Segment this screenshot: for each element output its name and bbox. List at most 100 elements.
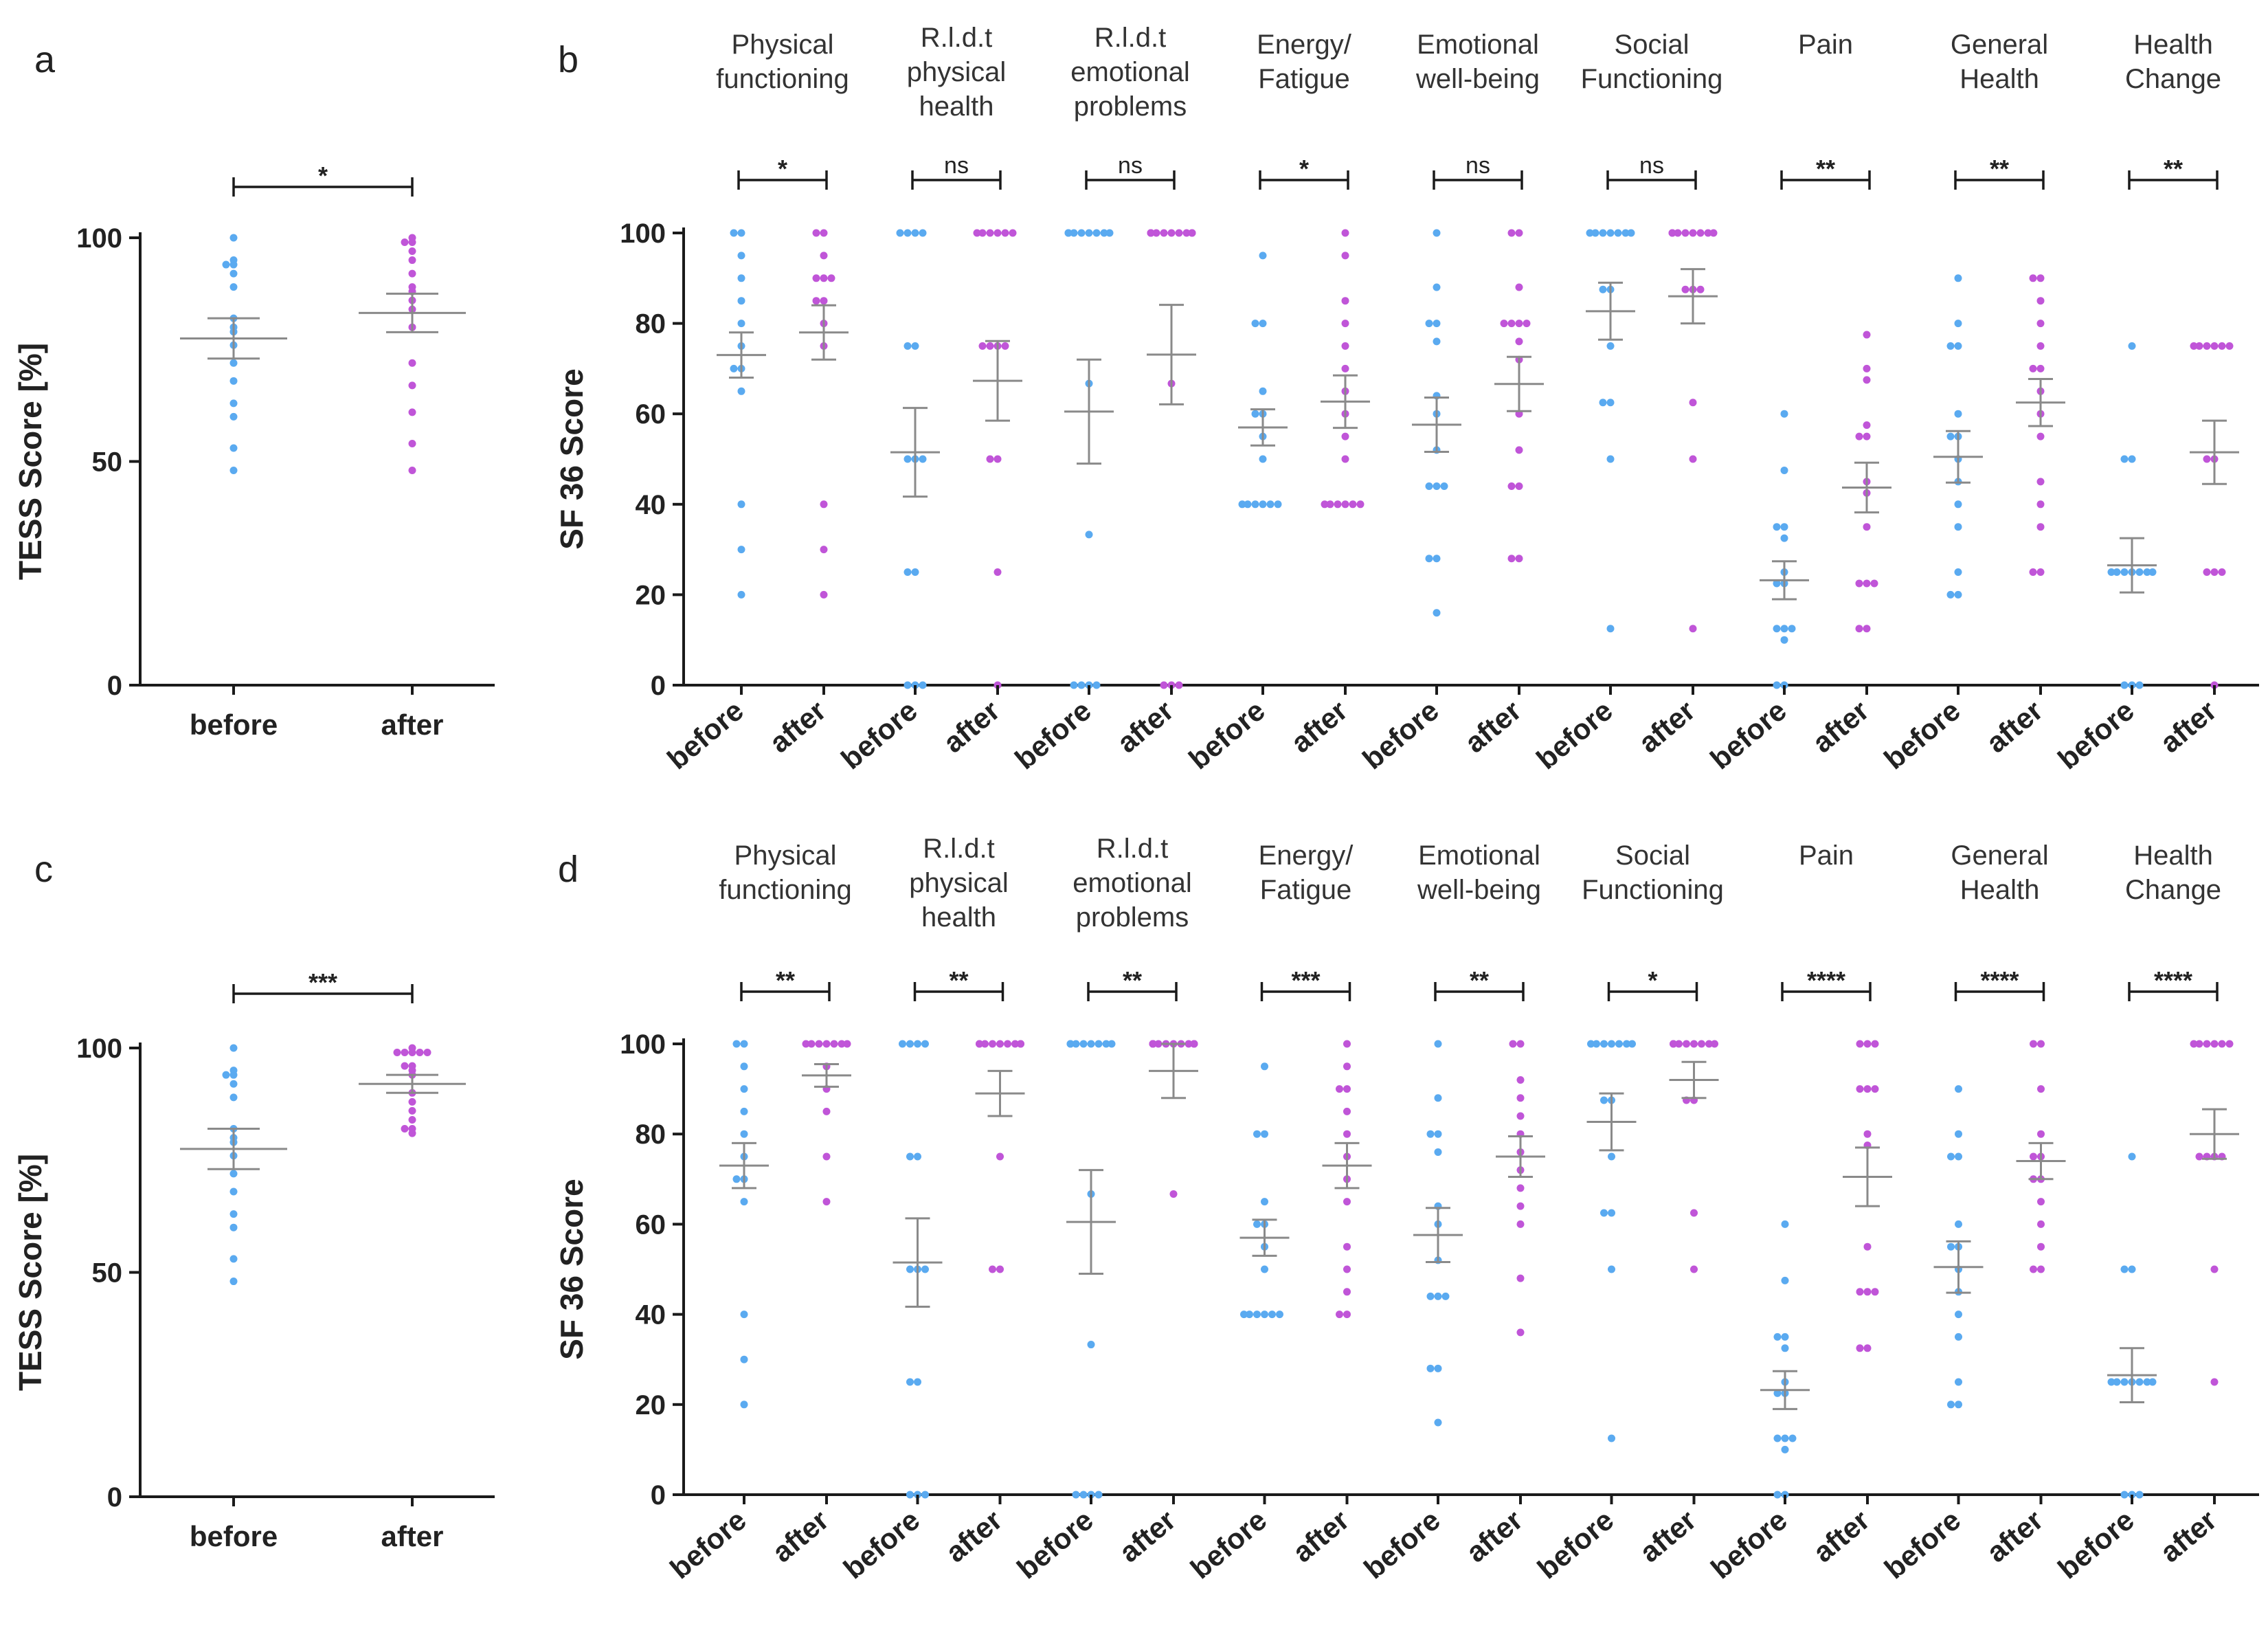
panel-b-group-1-before-point (737, 590, 745, 599)
panel-d-group-8-after-point (2030, 1040, 2037, 1048)
panel-b-group-3-before-point (1085, 531, 1093, 539)
panel-d-group-4-title: Fatigue (1260, 875, 1351, 905)
panel-b-group-9-before-point (2128, 455, 2136, 463)
panel-d-group-3-title: R.l.d.t (1097, 834, 1168, 864)
panel-d-group-8-title: Health (1960, 875, 2040, 905)
panel-d-group-2-after-point (1004, 1040, 1011, 1048)
panel-c-before-point (229, 1044, 238, 1052)
panel-b-group-4-after-point (1341, 432, 1349, 441)
panel-b-group-7-title: Pain (1798, 30, 1853, 60)
panel-d-group-9-before-point (2128, 1265, 2136, 1273)
panel-b-group-5-after-point (1515, 337, 1523, 346)
panel-d-group-4-after-point (1336, 1311, 1343, 1319)
panel-d-group-6-before-point (1600, 1209, 1608, 1217)
panel-b-group-1-sig-label: * (778, 155, 787, 183)
panel-d-group-6-after-point (1705, 1040, 1713, 1048)
panel-b-group-7-after-point (1863, 376, 1871, 384)
panel-b-group-6-after-point (1689, 229, 1697, 237)
panel-c-after-point (401, 1049, 409, 1057)
panel-b-group-7-after-point (1863, 364, 1871, 372)
panel-b-group-2-after-point (978, 342, 987, 350)
panel-b-group-7-before-point (1780, 466, 1788, 474)
panel-b-group-9-after-point (2195, 342, 2203, 350)
panel-d-group-8-x-tick-label: after (1980, 1504, 2049, 1569)
panel-b-group-4-after-point (1341, 500, 1349, 509)
panel-d-group-8-before-point (1955, 1130, 1962, 1138)
panel-b-group-1-before-point (737, 274, 745, 282)
panel-b-group-3-before-point (1070, 229, 1078, 237)
panel-b-group-5-x-tick-label: after (1459, 694, 1527, 759)
panel-a-after-point (408, 381, 416, 390)
panel-d-group-2-title: R.l.d.t (923, 834, 994, 864)
panel-b-group-6-after-point (1696, 285, 1705, 293)
panel-d-group-2-after-point (989, 1265, 996, 1273)
panel-b-group-9-x-tick-label: before (2052, 694, 2140, 776)
panel-d-group-5-before-point (1426, 1130, 1435, 1138)
panel-b-group-5-before-point (1440, 482, 1448, 490)
panel-b-group-7-before-point (1788, 625, 1796, 633)
panel-d-group-6-before-point (1615, 1040, 1623, 1048)
panel-b-group-3-x-tick-label: after (1111, 694, 1180, 759)
panel-b-group-6-after-point (1704, 229, 1712, 237)
panel-b-group-4-after-point (1321, 500, 1329, 509)
panel-b-group-4-x-tick-label: before (1182, 694, 1271, 776)
panel-b-group-4-after-point (1341, 455, 1349, 463)
panel-b-group-6-after-point (1696, 229, 1705, 237)
panel-d-group-3-x-tick-label: before (1011, 1504, 1099, 1585)
panel-d-group-3-before-point (1102, 1040, 1110, 1048)
panel-b-group-5-before-point (1425, 320, 1433, 328)
panel-d-group-3-before-point (1087, 1040, 1095, 1048)
panel-b-group-8-after-point (2036, 432, 2045, 441)
panel-d-group-1-after-point (822, 1152, 831, 1161)
panel-d-group-5-sig-label: ** (1470, 966, 1489, 994)
panel-d-group-1-before-point (740, 1355, 748, 1363)
panel-d-group-7-x-tick-label: before (1705, 1504, 1793, 1585)
panel-d-group-1-title: functioning (719, 875, 851, 905)
panel-b-group-8-after-point (2036, 500, 2045, 509)
panel-d-group-7-after-point (1863, 1040, 1872, 1048)
panel-d-group-4-after-point (1336, 1085, 1343, 1093)
panel-d-group-3-after-point (1184, 1040, 1193, 1048)
panel-b-group-5-sig-label: ns (1466, 153, 1490, 179)
panel-c-x-tick-label: before (190, 1520, 278, 1552)
panel-d-group-1-before-point (740, 1062, 748, 1071)
panel-d-group-6-title: Functioning (1582, 875, 1724, 905)
panel-d-group-9-before-point (2113, 1378, 2121, 1386)
panel-b-group-6-x-tick-label: before (1530, 694, 1619, 776)
panel-b-group-8-before-point (1946, 590, 1955, 599)
panel-b-group-1-x-tick-label: after (763, 694, 832, 759)
panel-d-group-8-before-point (1947, 1152, 1955, 1161)
panel-b-group-1-after-point (820, 590, 828, 599)
panel-b-group-1-title: Physical (732, 30, 834, 60)
panel-b-group-6-before-point (1606, 229, 1615, 237)
panel-c-before-point (229, 1210, 238, 1218)
panel-a-after-point (408, 269, 416, 278)
panel-d-group-7-x-tick-label: after (1807, 1504, 1876, 1569)
panel-b-group-8-after-point (2029, 364, 2037, 372)
panel-b-group-2-before-point (903, 681, 912, 689)
panel-b-group-9-title: Change (2125, 64, 2221, 94)
panel-b-group-4-after-point (1326, 500, 1334, 509)
panel-b-group-5-before-point (1433, 320, 1441, 328)
panel-d-group-2-before-point (906, 1265, 914, 1273)
panel-d-group-9-before-point (2120, 1265, 2129, 1273)
panel-d-group-9-sig-label: **** (2154, 966, 2192, 994)
panel-d-group-7-after-point (1863, 1085, 1872, 1093)
panel-d-group-5-before-point (1434, 1292, 1442, 1300)
panel-b-group-3-after-point (1160, 681, 1168, 689)
panel-b-group-2-after-point (1009, 229, 1017, 237)
panel-b-group-2-before-point (919, 229, 927, 237)
panel-d-group-1-x-tick-label: after (766, 1504, 835, 1569)
panel-d-group-7-before-point (1773, 1491, 1782, 1499)
panel-b-group-1-after-point (820, 500, 828, 509)
panel-b-group-3-after-point (1175, 229, 1183, 237)
panel-d-group-5-before-point (1434, 1040, 1442, 1048)
panel-d-group-1-after-point (822, 1198, 831, 1206)
panel-d-group-6-after-point (1675, 1040, 1683, 1048)
panel-d-group-9-before-point (2143, 1378, 2151, 1386)
panel-d-group-5-before-point (1434, 1094, 1442, 1102)
panel-b-group-7-before-point (1780, 625, 1788, 633)
panel-b-group-1-before-point (737, 320, 745, 328)
panel-b-group-4-before-point (1238, 500, 1246, 509)
panel-d-group-8-after-point (2030, 1265, 2037, 1273)
